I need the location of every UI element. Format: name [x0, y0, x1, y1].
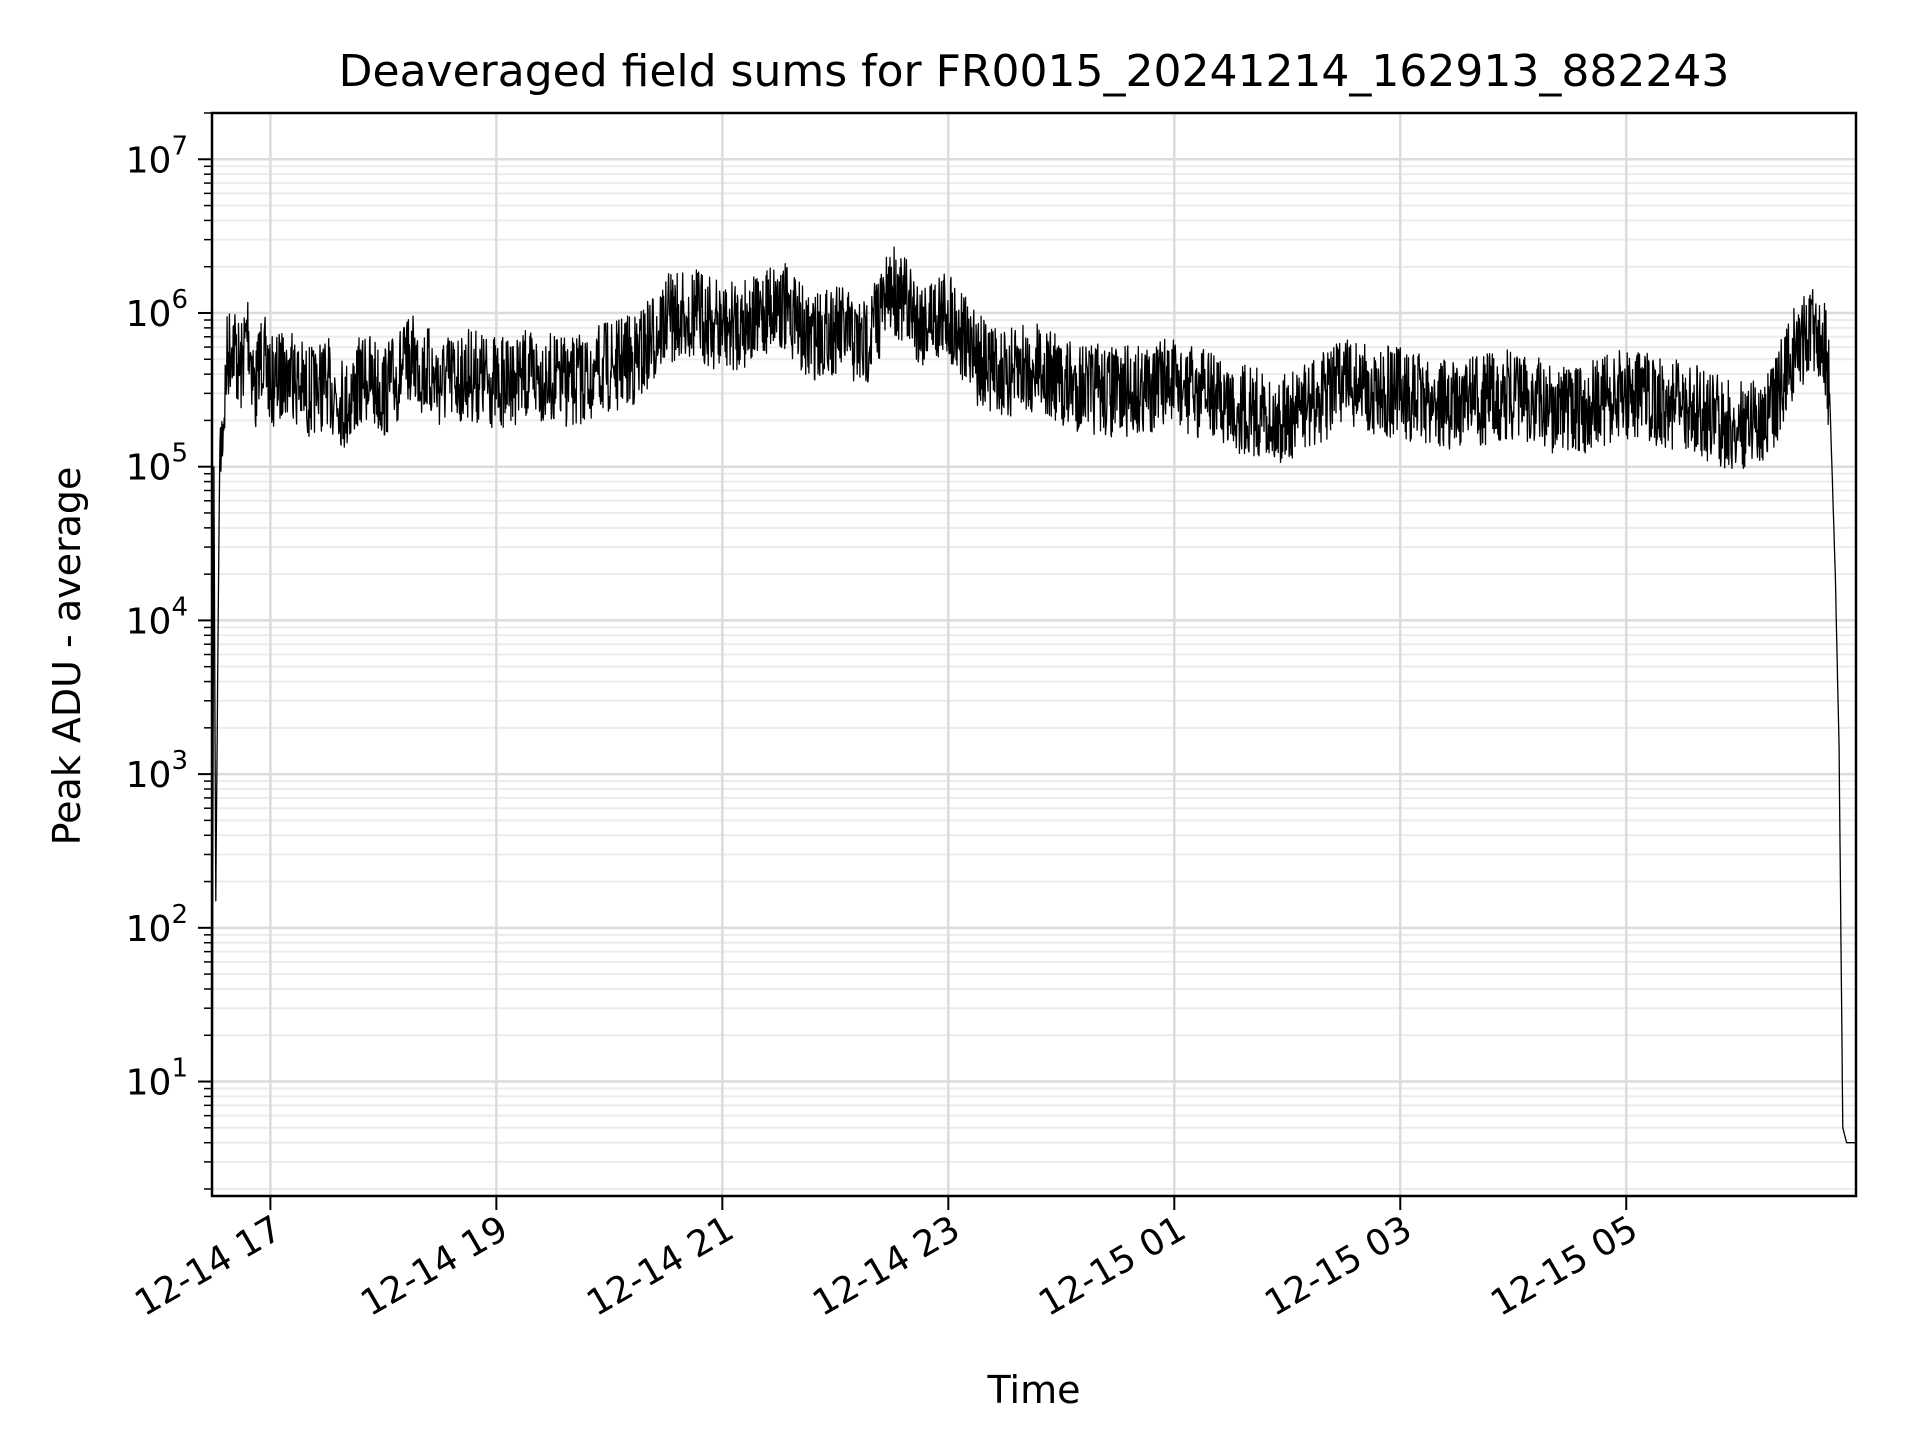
y-tick-label-base: 10 [126, 601, 172, 642]
y-tick-label-base: 10 [126, 140, 172, 181]
y-tick-label: 105 [126, 439, 188, 489]
y-tick-label-exponent: 2 [171, 900, 188, 930]
y-tick-label: 107 [126, 131, 188, 181]
y-tick-label-exponent: 3 [171, 746, 188, 776]
series-line [211, 246, 1857, 1190]
y-tick-label-exponent: 1 [171, 1054, 188, 1084]
y-tick-label: 106 [126, 285, 188, 335]
y-tick-label: 104 [126, 592, 188, 642]
y-tick-label: 101 [126, 1054, 188, 1104]
chart-title: Deaveraged field sums for FR0015_2024121… [339, 46, 1730, 97]
y-axis-title: Peak ADU - average [45, 467, 89, 846]
y-tick-label-exponent: 7 [171, 131, 188, 161]
y-tick-label-exponent: 5 [171, 439, 188, 469]
grid [212, 112, 1856, 1196]
series-layer [211, 246, 1857, 1190]
y-tick-label-exponent: 4 [171, 592, 188, 622]
y-tick-label-base: 10 [126, 909, 172, 950]
y-tick-label-base: 10 [126, 448, 172, 489]
y-tick-label: 102 [126, 900, 188, 950]
y-tick-label-base: 10 [126, 294, 172, 335]
y-tick-label-base: 10 [126, 1063, 172, 1104]
y-tick-label-base: 10 [126, 755, 172, 796]
y-tick-label-exponent: 6 [171, 285, 188, 315]
x-axis-title: Time [987, 1368, 1081, 1412]
y-tick-label: 103 [126, 746, 188, 796]
